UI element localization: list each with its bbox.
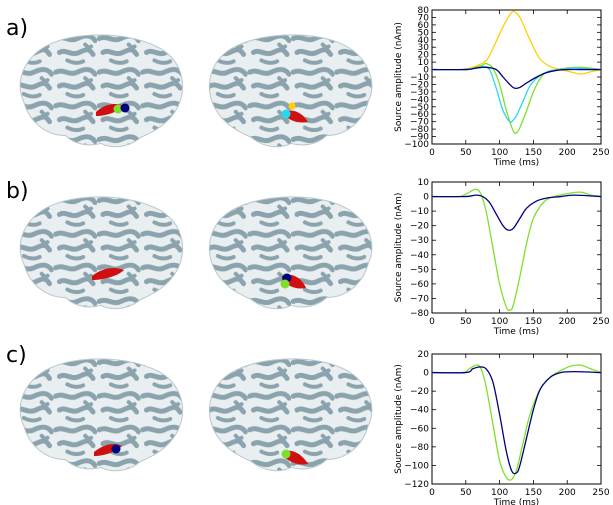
y-tick-label: −60	[410, 110, 429, 120]
brain-left-a	[19, 34, 184, 148]
series-line	[432, 194, 601, 231]
x-tick-label: 150	[525, 488, 542, 498]
y-tick-label: −20	[410, 387, 429, 397]
x-tick-label: 250	[592, 317, 609, 327]
x-tick-label: 0	[429, 488, 435, 498]
y-axis-label: Source amplitude (nAm)	[394, 364, 404, 474]
source-dot	[288, 102, 296, 110]
source-dot	[111, 444, 121, 454]
source-dot	[281, 109, 291, 119]
y-tick-label: −80	[410, 309, 429, 319]
y-tick-label: 60	[418, 21, 430, 31]
chart-a: 0 50 100 150 200 250−100−90−80−70−60−50−40−30…	[394, 6, 610, 168]
source-dot	[120, 103, 130, 113]
source-dot	[280, 279, 290, 289]
x-tick-label: 200	[559, 488, 576, 498]
x-tick-label: 150	[525, 317, 542, 327]
y-tick-label: 0	[423, 66, 429, 76]
x-tick-label: 0	[429, 317, 435, 327]
x-tick-label: 50	[460, 317, 472, 327]
y-tick-label: −30	[410, 88, 429, 98]
x-tick-label: 250	[592, 488, 609, 498]
y-axis-label: Source amplitude (nAm)	[394, 22, 404, 132]
source-patch	[92, 268, 124, 280]
x-tick-label: 250	[592, 148, 609, 158]
plot-frame	[431, 9, 602, 145]
y-tick-label: −70	[410, 118, 429, 128]
y-tick-label: −10	[410, 73, 429, 83]
y-axis-label: Source amplitude (nAm)	[394, 193, 404, 303]
y-tick-label: 20	[418, 51, 430, 61]
brain-right-b	[208, 196, 373, 310]
y-tick-label: −40	[410, 95, 429, 105]
y-tick-label: −100	[404, 461, 429, 471]
y-tick-label: 40	[418, 36, 430, 46]
y-tick-label: −20	[410, 80, 429, 90]
panel-label-a: a)	[6, 16, 28, 41]
source-dot	[113, 104, 123, 114]
y-tick-label: 70	[418, 13, 430, 23]
series-line	[432, 10, 601, 75]
x-tick-label: 50	[460, 488, 472, 498]
y-tick-label: 50	[418, 28, 430, 38]
brain-right-a	[208, 34, 373, 148]
plot-frame	[431, 353, 602, 485]
panel-label-c: c)	[6, 343, 27, 368]
brain-left-c	[19, 358, 184, 472]
y-tick-label: −70	[410, 294, 429, 304]
y-tick-label: −50	[410, 103, 429, 113]
chart-c: 0 50 100 150 200 250 −120 −100 −80 −60 −40 −20 0 20 Ti…	[394, 350, 610, 505]
brain-left-b	[19, 196, 184, 310]
series-line	[432, 66, 601, 90]
series-line	[432, 366, 601, 475]
x-tick-label: 200	[559, 148, 576, 158]
y-tick-label: −10	[410, 207, 429, 217]
x-axis-label: Time (ms)	[493, 327, 539, 337]
y-tick-label: 10	[418, 178, 430, 188]
x-tick-label: 150	[525, 148, 542, 158]
y-tick-label: 10	[418, 58, 430, 68]
y-tick-label: 30	[418, 43, 430, 53]
series-line	[432, 188, 601, 312]
panel-label-b: b)	[6, 179, 29, 204]
chart-b: 0 50 100 150 200 250 −80 −70 −60 −50 −40 −30 −20 −10 0…	[394, 178, 610, 337]
x-tick-label: 50	[460, 148, 472, 158]
y-tick-label: −100	[404, 140, 429, 150]
source-dot	[281, 449, 291, 459]
series-line	[432, 364, 601, 481]
x-tick-label: 200	[559, 317, 576, 327]
y-tick-label: −50	[410, 265, 429, 275]
x-axis-label: Time (ms)	[493, 498, 539, 505]
y-tick-label: −90	[410, 133, 429, 143]
brain-right-c	[208, 358, 373, 472]
x-tick-label: 0	[429, 148, 435, 158]
y-tick-label: −60	[410, 280, 429, 290]
y-tick-label: −40	[410, 251, 429, 261]
y-tick-label: 0	[423, 369, 429, 379]
y-tick-label: −20	[410, 222, 429, 232]
x-tick-label: 100	[491, 148, 508, 158]
y-tick-label: 80	[418, 6, 430, 16]
y-tick-label: −120	[404, 480, 429, 490]
y-tick-label: −40	[410, 406, 429, 416]
x-tick-label: 100	[491, 488, 508, 498]
x-tick-label: 100	[491, 317, 508, 327]
y-tick-label: 20	[418, 350, 430, 360]
y-tick-label: −80	[410, 443, 429, 453]
x-axis-label: Time (ms)	[493, 158, 539, 168]
y-tick-label: 0	[423, 193, 429, 203]
y-tick-label: −60	[410, 424, 429, 434]
y-tick-label: −30	[410, 236, 429, 246]
y-tick-label: −80	[410, 125, 429, 135]
